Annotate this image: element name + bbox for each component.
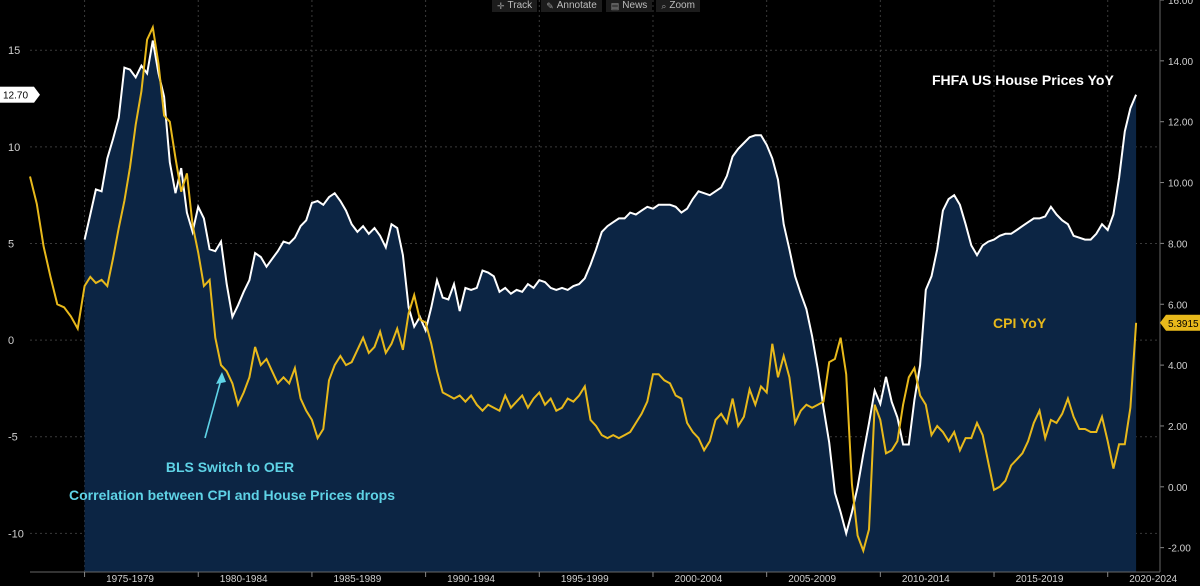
x-axis-tick-label: 2020-2024 bbox=[1129, 574, 1177, 585]
annotate-label: Annotate bbox=[556, 0, 597, 11]
house-price-line[interactable] bbox=[83, 40, 1138, 538]
annotation-oer-switch: BLS Switch to OER bbox=[166, 459, 294, 475]
x-axis-tick-label: 2015-2019 bbox=[1016, 574, 1064, 585]
annotate-button[interactable]: ✎ Annotate bbox=[541, 0, 602, 12]
right-axis-tick-label: 14.00 bbox=[1168, 57, 1193, 68]
track-button[interactable]: ✛ Track bbox=[492, 0, 538, 12]
left-axis-tick-label: 10 bbox=[8, 142, 20, 154]
left-axis-tick-label: 0 bbox=[8, 335, 14, 347]
news-icon: ▤ bbox=[610, 1, 620, 11]
annotation-arrowhead bbox=[216, 372, 226, 384]
cpi-badge-pointer bbox=[1160, 314, 1166, 331]
x-axis-tick-label: 1985-1989 bbox=[333, 574, 381, 585]
zoom-icon: ⌕ bbox=[661, 1, 667, 11]
x-axis-tick-label: 1975-1979 bbox=[106, 574, 154, 585]
left-axis-tick-label: -10 bbox=[8, 528, 24, 540]
x-axis-tick-label: 2000-2004 bbox=[675, 574, 723, 585]
right-axis-tick-label: 16.00 bbox=[1168, 0, 1193, 7]
x-axis-tick-label: 2005-2009 bbox=[788, 574, 836, 585]
left-axis-tick-label: 5 bbox=[8, 238, 14, 250]
crosshair-icon: ✛ bbox=[497, 1, 505, 11]
x-axis-tick-label: 2010-2014 bbox=[902, 574, 950, 585]
right-axis-tick-label: -2.00 bbox=[1168, 544, 1191, 555]
annotation-correlation-drop: Correlation between CPI and House Prices… bbox=[69, 487, 395, 503]
x-axis-tick-label: 1990-1994 bbox=[447, 574, 495, 585]
right-axis-tick-label: 6.00 bbox=[1168, 300, 1188, 311]
track-label: Track bbox=[507, 0, 533, 11]
cpi-last-value-text: 5.3915 bbox=[1168, 319, 1199, 330]
x-axis-tick-label: 1980-1984 bbox=[220, 574, 268, 585]
annotation-arrow bbox=[204, 375, 223, 439]
last-value-badges: 12.70 5.3915 bbox=[0, 86, 1200, 331]
right-axis-tick-label: 8.00 bbox=[1168, 239, 1188, 250]
zoom-button[interactable]: ⌕ Zoom bbox=[656, 0, 700, 12]
axes: 15 10 5 0 -5 -10 16.00 14.00 12.00 10.00 8.00 6.00 4… bbox=[8, 0, 1193, 585]
house-last-value-text: 12.70 bbox=[3, 91, 28, 102]
cpi-series-label: CPI YoY bbox=[993, 315, 1047, 331]
house-price-series-label: FHFA US House Prices YoY bbox=[932, 72, 1114, 88]
x-axis-tick-label: 1995-1999 bbox=[561, 574, 609, 585]
zoom-label: Zoom bbox=[669, 0, 695, 11]
cpi-line[interactable] bbox=[29, 24, 1138, 554]
house-badge-pointer bbox=[34, 86, 40, 103]
right-axis-tick-label: 10.00 bbox=[1168, 179, 1193, 190]
left-axis-tick-label: -5 bbox=[8, 432, 18, 444]
right-axis-tick-label: 0.00 bbox=[1168, 483, 1188, 494]
right-axis-tick-label: 4.00 bbox=[1168, 361, 1188, 372]
right-axis-tick-label: 12.00 bbox=[1168, 118, 1193, 129]
left-axis-tick-label: 15 bbox=[8, 45, 20, 57]
news-label: News bbox=[622, 0, 648, 11]
news-button[interactable]: ▤ News bbox=[605, 0, 653, 12]
pencil-icon: ✎ bbox=[546, 1, 554, 11]
right-axis-tick-label: 2.00 bbox=[1168, 422, 1188, 433]
house-last-value-badge bbox=[0, 86, 34, 103]
chart-toolbar: ✛ Track ✎ Annotate ▤ News ⌕ Zoom bbox=[492, 0, 700, 12]
cpi-last-value-badge bbox=[1166, 314, 1200, 331]
